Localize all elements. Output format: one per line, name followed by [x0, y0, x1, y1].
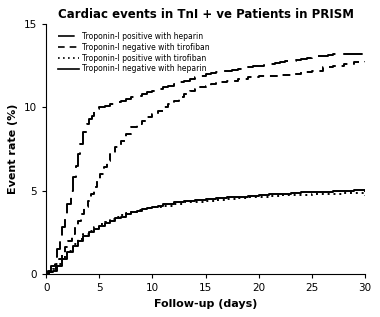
Y-axis label: Event rate (%): Event rate (%): [8, 104, 18, 194]
Legend: Troponin-I positive with heparin, Troponin-I negative with tirofiban, Troponin-I: Troponin-I positive with heparin, Tropon…: [56, 30, 212, 75]
Title: Cardiac events in TnI + ve Patients in PRISM: Cardiac events in TnI + ve Patients in P…: [58, 8, 354, 21]
X-axis label: Follow-up (days): Follow-up (days): [154, 299, 257, 309]
